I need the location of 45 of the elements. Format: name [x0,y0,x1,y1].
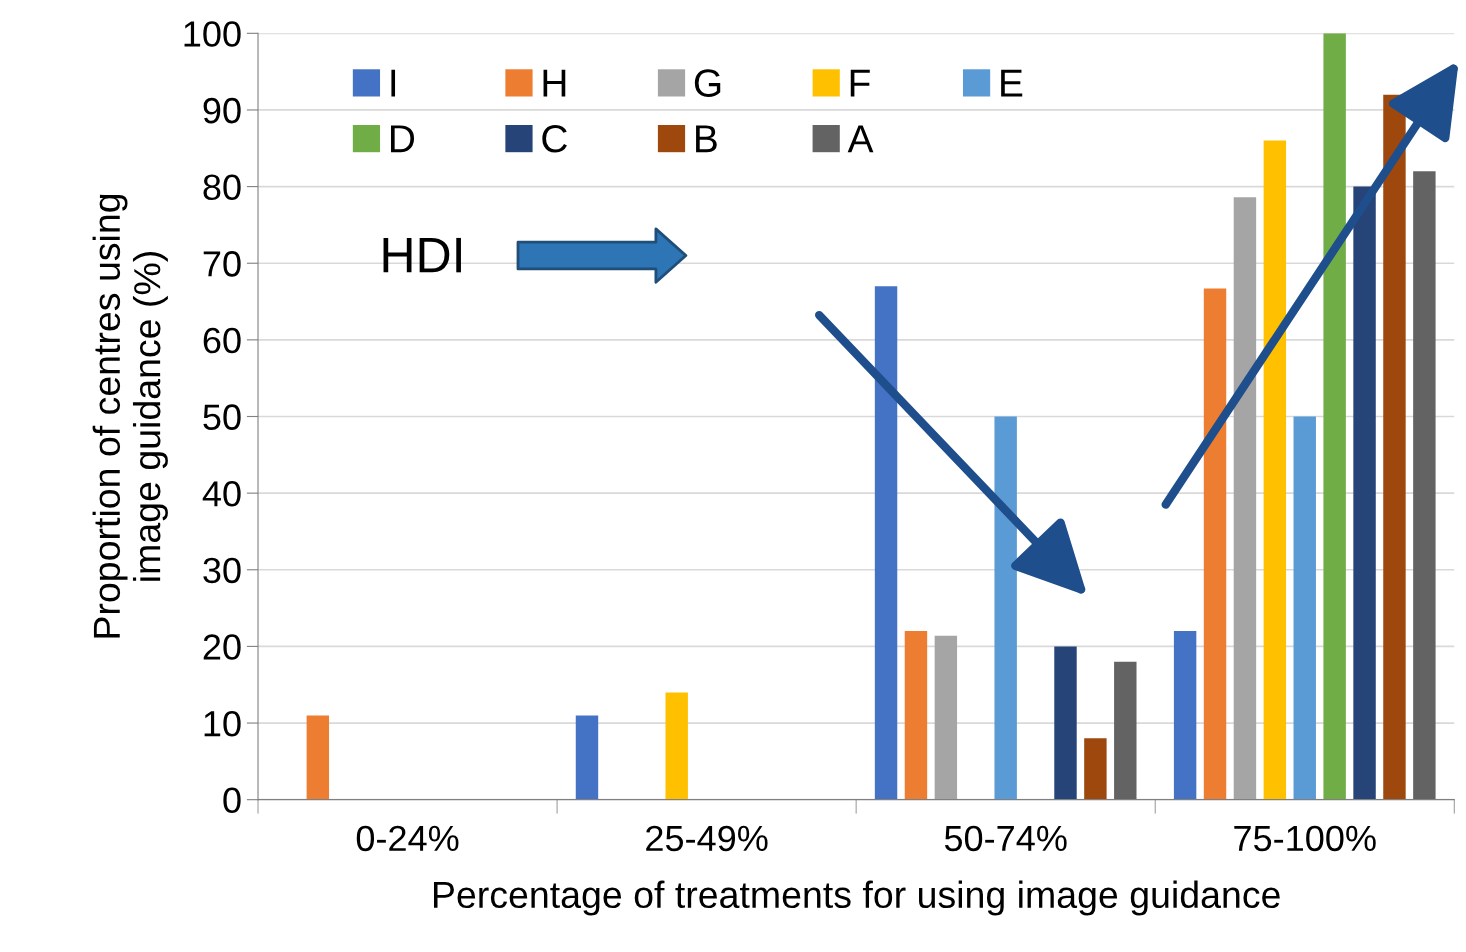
legend-label: D [391,125,415,153]
y-tick-label: 60 [203,327,241,354]
annotation: HDI [383,237,461,273]
bar [575,715,599,800]
y-tick-label: 100 [184,21,241,47]
legend-label: A [847,125,874,153]
bar [1084,738,1107,800]
y-tick-label: 40 [202,481,241,507]
bar [1173,631,1197,800]
legend-label: B [696,125,717,153]
bar [1263,140,1287,800]
y-tick-label: 0 [223,787,241,814]
bar [306,715,330,800]
bar [1413,171,1436,800]
x-axis-title: Percentage of treatments for using image guidance [434,880,1280,916]
y-tick-label: 70 [203,251,241,277]
x-tick-label: 50-74% [944,825,1067,852]
y-tick-label: 80 [203,174,241,201]
bar [1054,646,1077,800]
bar [665,692,688,800]
bar [1293,416,1316,800]
y-tick-label: 30 [203,557,241,584]
bar [1203,288,1227,800]
y-axis-title: Proportion of centres using image guidance (%) [92,194,168,638]
bar [904,631,928,800]
bar [1353,186,1376,800]
legend-label: I [391,69,396,97]
bar [1323,33,1346,800]
y-tick-label: 10 [204,710,241,737]
bar [994,416,1017,800]
legend-label: H [543,69,566,97]
x-tick-label: 75-100% [1234,825,1376,852]
bar [1233,197,1257,800]
legend-label: C [542,125,567,153]
y-tick-label: 90 [203,97,241,124]
x-tick-label: 0-24% [356,825,459,852]
y-tick-label: 20 [203,634,241,660]
legend-label: E [1001,69,1023,97]
bar [934,635,958,800]
bar [1114,661,1137,800]
y-tick-label: 50 [203,404,241,430]
legend-label: G [694,69,721,97]
legend-label: F [850,69,870,97]
bar [874,286,898,800]
x-tick-label: 25-49% [646,825,768,852]
